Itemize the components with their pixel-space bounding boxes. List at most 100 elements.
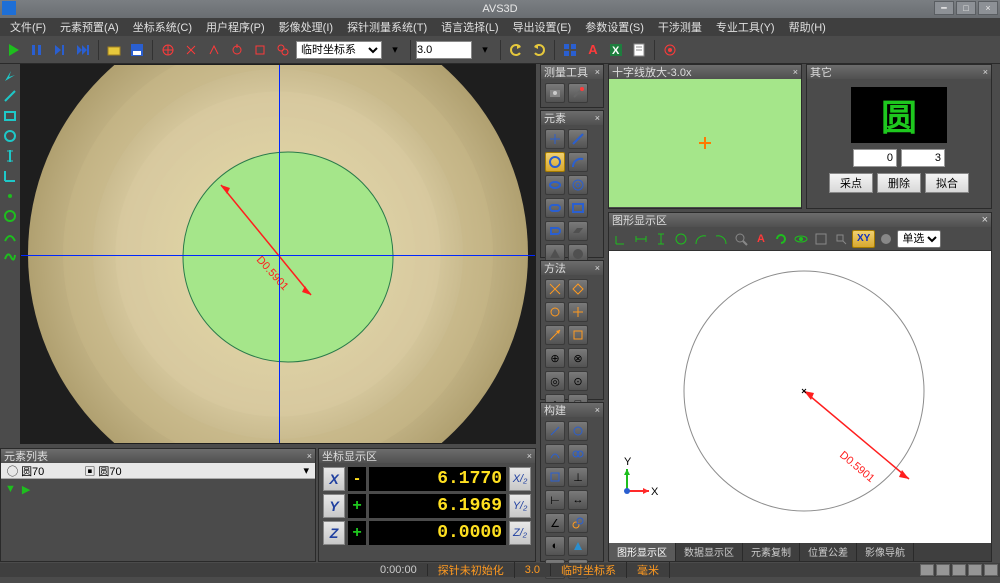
lt-ring-icon[interactable] bbox=[2, 208, 18, 224]
lt-vline-icon[interactable] bbox=[2, 148, 18, 164]
menu-preset[interactable]: 元素预置(A) bbox=[54, 18, 125, 36]
cs6-button[interactable] bbox=[273, 40, 293, 60]
fit-button[interactable]: 拟合 bbox=[925, 173, 969, 193]
y-half-button[interactable]: Y/₂ bbox=[509, 494, 531, 518]
camera-tool-icon[interactable] bbox=[545, 83, 565, 103]
c-9[interactable]: ∠ bbox=[545, 513, 565, 533]
excel-button[interactable]: X bbox=[606, 40, 626, 60]
m-diamond-icon[interactable] bbox=[568, 279, 588, 299]
menu-params[interactable]: 参数设置(S) bbox=[579, 18, 650, 36]
gfx-height-icon[interactable] bbox=[652, 230, 670, 248]
save-button[interactable] bbox=[127, 40, 147, 60]
cs2-button[interactable] bbox=[181, 40, 201, 60]
gfx-zoomwin-icon[interactable] bbox=[832, 230, 850, 248]
gfx-A-icon[interactable]: A bbox=[752, 230, 770, 248]
crosshair-preview[interactable] bbox=[609, 79, 801, 207]
play-button[interactable] bbox=[4, 40, 24, 60]
cs-prev-button[interactable]: ▾ bbox=[385, 40, 405, 60]
maximize-button[interactable]: □ bbox=[956, 1, 976, 15]
c-2[interactable] bbox=[568, 421, 588, 441]
c-5[interactable] bbox=[545, 467, 565, 487]
c-7[interactable]: ⊢ bbox=[545, 490, 565, 510]
gfx-angle-icon[interactable] bbox=[612, 230, 630, 248]
close-icon[interactable]: × bbox=[595, 113, 600, 123]
c-11[interactable]: ◐ bbox=[545, 536, 565, 556]
status-ico-5[interactable] bbox=[984, 564, 998, 576]
menu-program[interactable]: 用户程序(P) bbox=[200, 18, 271, 36]
camera-view[interactable]: D0.5901 bbox=[20, 64, 536, 444]
c-6[interactable]: ⊥ bbox=[568, 467, 588, 487]
close-icon[interactable]: × bbox=[595, 405, 600, 415]
el-line-icon[interactable] bbox=[568, 129, 588, 149]
m-auto2-icon[interactable]: ⊗ bbox=[568, 348, 588, 368]
gfx-ball-icon[interactable] bbox=[877, 230, 895, 248]
minimize-button[interactable]: ━ bbox=[934, 1, 954, 15]
z-axis-button[interactable]: Z bbox=[323, 521, 345, 545]
tab-data[interactable]: 数据显示区 bbox=[676, 543, 743, 561]
menu-help[interactable]: 帮助(H) bbox=[783, 18, 832, 36]
zoom-input[interactable] bbox=[416, 41, 472, 59]
el-point-icon[interactable] bbox=[545, 129, 565, 149]
gfx-circ-icon[interactable] bbox=[672, 230, 690, 248]
coord-system-select[interactable]: 临时坐标系 bbox=[296, 41, 382, 59]
close-icon[interactable]: × bbox=[793, 67, 798, 77]
pause-button[interactable] bbox=[27, 40, 47, 60]
select-mode[interactable]: 单选 bbox=[897, 230, 941, 248]
lt-line-icon[interactable] bbox=[2, 88, 18, 104]
gfx-zoom-icon[interactable] bbox=[732, 230, 750, 248]
el-plane-icon[interactable] bbox=[568, 221, 588, 241]
menu-coord[interactable]: 坐标系统(C) bbox=[127, 18, 198, 36]
m-arrow-icon[interactable] bbox=[545, 325, 565, 345]
gfx-fit-icon[interactable] bbox=[812, 230, 830, 248]
menu-lang[interactable]: 语言选择(L) bbox=[435, 18, 504, 36]
zoom-dd-button[interactable]: ▾ bbox=[475, 40, 495, 60]
delete-button[interactable]: 删除 bbox=[877, 173, 921, 193]
close-button[interactable]: × bbox=[978, 1, 998, 15]
grid1-button[interactable] bbox=[560, 40, 580, 60]
sample-button[interactable]: 采点 bbox=[829, 173, 873, 193]
status-ico-1[interactable] bbox=[920, 564, 934, 576]
close-icon[interactable]: × bbox=[527, 451, 532, 461]
undo-button[interactable] bbox=[506, 40, 526, 60]
c-3[interactable] bbox=[545, 444, 565, 464]
status-ico-3[interactable] bbox=[952, 564, 966, 576]
close-icon[interactable]: × bbox=[595, 263, 600, 273]
tab-pos[interactable]: 位置公差 bbox=[800, 543, 857, 561]
menu-tools[interactable]: 专业工具(Y) bbox=[710, 18, 781, 36]
m-box-icon[interactable] bbox=[568, 325, 588, 345]
tab-graphics[interactable]: 图形显示区 bbox=[609, 543, 676, 561]
status-ico-4[interactable] bbox=[968, 564, 982, 576]
el-ellipse-icon[interactable] bbox=[545, 175, 565, 195]
m-x-icon[interactable] bbox=[545, 279, 565, 299]
m-auto1-icon[interactable]: ⊕ bbox=[545, 348, 565, 368]
lt-spline-icon[interactable] bbox=[2, 248, 18, 264]
report-button[interactable] bbox=[629, 40, 649, 60]
m-circ-icon[interactable] bbox=[545, 302, 565, 322]
lt-point-icon[interactable] bbox=[2, 188, 18, 204]
gfx-dist-icon[interactable] bbox=[632, 230, 650, 248]
target-button[interactable] bbox=[660, 40, 680, 60]
close-icon[interactable]: × bbox=[595, 67, 600, 77]
c-12[interactable] bbox=[568, 536, 588, 556]
m-auto4-icon[interactable]: ⊙ bbox=[568, 371, 588, 391]
num1-input[interactable] bbox=[853, 149, 897, 167]
menu-export[interactable]: 导出设置(E) bbox=[507, 18, 578, 36]
y-axis-button[interactable]: Y bbox=[323, 494, 345, 518]
el-rect-icon[interactable] bbox=[568, 198, 588, 218]
close-icon[interactable]: × bbox=[982, 214, 988, 226]
el-slot-icon[interactable] bbox=[545, 198, 565, 218]
gfx-refresh-icon[interactable] bbox=[772, 230, 790, 248]
menu-image[interactable]: 影像处理(I) bbox=[273, 18, 339, 36]
lt-arrow-icon[interactable] bbox=[2, 68, 18, 84]
open-button[interactable] bbox=[104, 40, 124, 60]
lt-arc-icon[interactable] bbox=[2, 228, 18, 244]
c-8[interactable]: ↔ bbox=[568, 490, 588, 510]
probe-tool-icon[interactable] bbox=[568, 83, 588, 103]
c-1[interactable] bbox=[545, 421, 565, 441]
down-arrow-icon[interactable]: ▼ bbox=[5, 483, 16, 496]
z-half-button[interactable]: Z/₂ bbox=[509, 521, 531, 545]
close-icon[interactable]: × bbox=[307, 451, 312, 461]
el-arc-icon[interactable] bbox=[568, 152, 588, 172]
cs1-button[interactable] bbox=[158, 40, 178, 60]
el-circle-icon[interactable] bbox=[545, 152, 565, 172]
